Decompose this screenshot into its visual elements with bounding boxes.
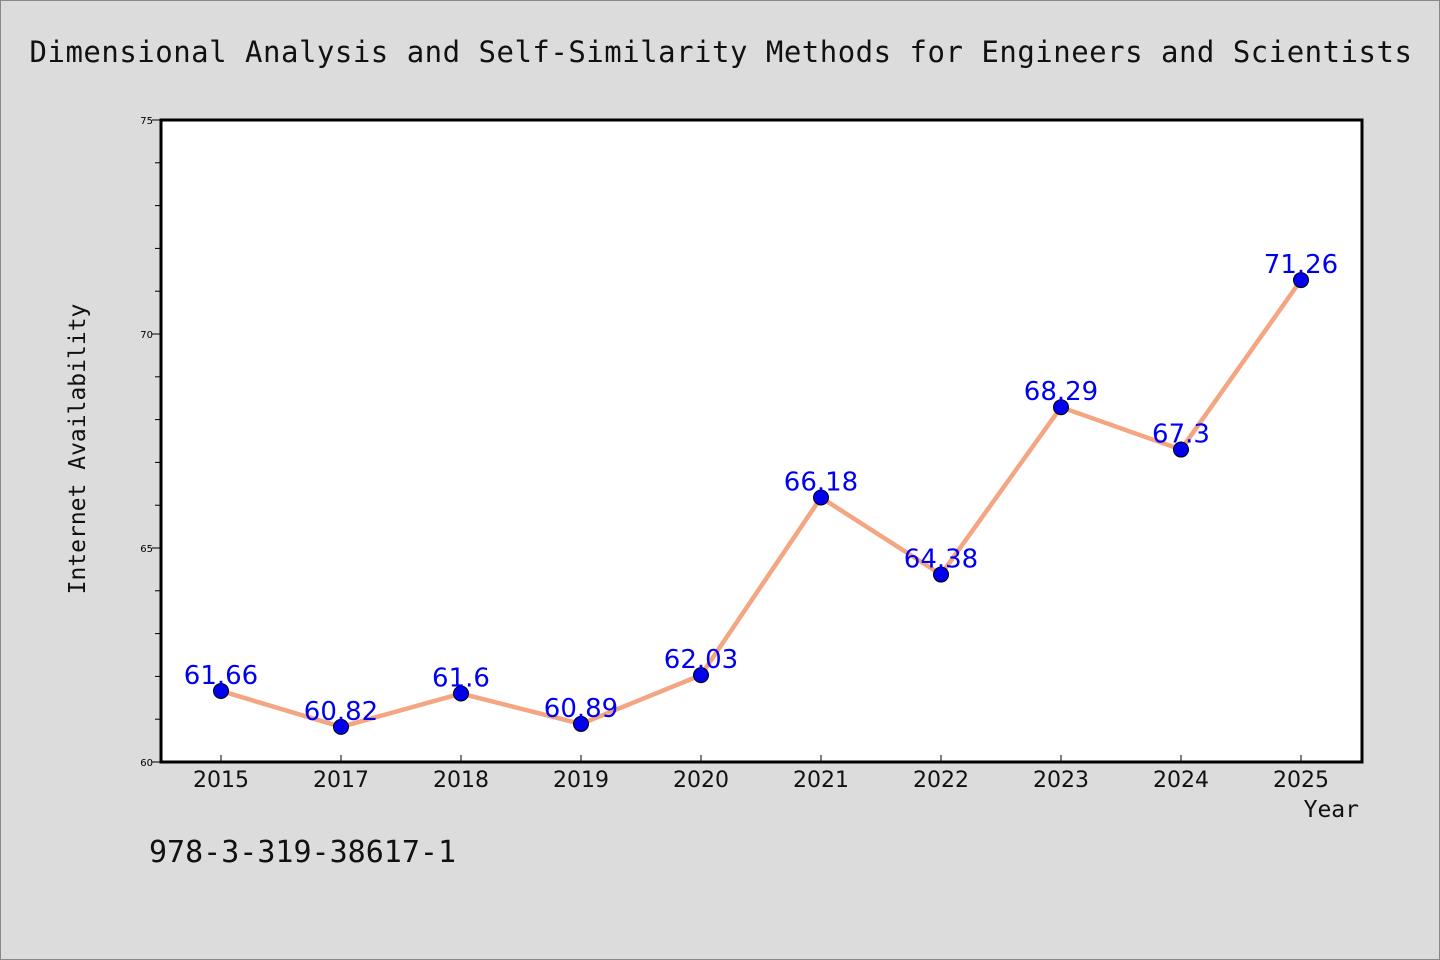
x-axis: 2015 2017 2018 2019 2020 2021 2022 2023 2024 2025 — [193, 755, 1329, 793]
data-label: 64.38 — [904, 545, 978, 575]
y-axis-label: Internet Availability — [65, 303, 91, 595]
data-point — [813, 489, 829, 506]
chart-title: Dimensional Analysis and Self-Similarity… — [29, 35, 1413, 69]
y-tick-label: 65 — [140, 544, 153, 555]
data-label: 71.26 — [1264, 250, 1338, 280]
y-tick-label: 70 — [140, 330, 153, 341]
x-axis-label: Year — [1303, 797, 1359, 823]
x-tick-label: 2022 — [913, 768, 969, 793]
data-label: 67.3 — [1152, 420, 1210, 450]
x-tick-label: 2020 — [673, 768, 729, 793]
isbn-footnote: 978-3-319-38617-1 — [149, 835, 457, 870]
y-axis: 60 65 70 75 — [140, 116, 161, 769]
x-tick-label: 2025 — [1273, 768, 1329, 793]
data-point — [1173, 441, 1189, 458]
data-point — [213, 682, 229, 699]
x-tick-label: 2018 — [433, 768, 489, 793]
x-tick-label: 2023 — [1033, 768, 1089, 793]
x-tick-label: 2015 — [193, 768, 249, 793]
data-point — [333, 718, 349, 735]
data-labels: 61.66 60.82 61.6 60.89 62.03 66.18 64.38 68.29 6… — [184, 250, 1338, 727]
y-tick-label: 60 — [140, 758, 153, 769]
x-tick-label: 2021 — [793, 768, 849, 793]
data-label: 60.89 — [544, 694, 618, 724]
data-point — [1053, 399, 1069, 416]
x-tick-label: 2024 — [1153, 768, 1209, 793]
data-label: 61.66 — [184, 661, 258, 691]
data-point — [693, 667, 709, 684]
data-point — [1293, 272, 1309, 289]
data-label: 61.6 — [432, 664, 490, 694]
data-label: 66.18 — [784, 467, 858, 497]
data-label: 60.82 — [304, 697, 378, 727]
data-label: 62.03 — [664, 645, 738, 675]
y-tick-label: 75 — [140, 116, 153, 127]
data-point — [453, 685, 469, 702]
data-point — [573, 715, 589, 732]
x-tick-label: 2019 — [553, 768, 609, 793]
data-point — [933, 566, 949, 583]
series-line — [218, 277, 1304, 730]
x-tick-label: 2017 — [313, 768, 369, 793]
data-label: 68.29 — [1024, 377, 1098, 407]
data-markers — [213, 272, 1309, 735]
